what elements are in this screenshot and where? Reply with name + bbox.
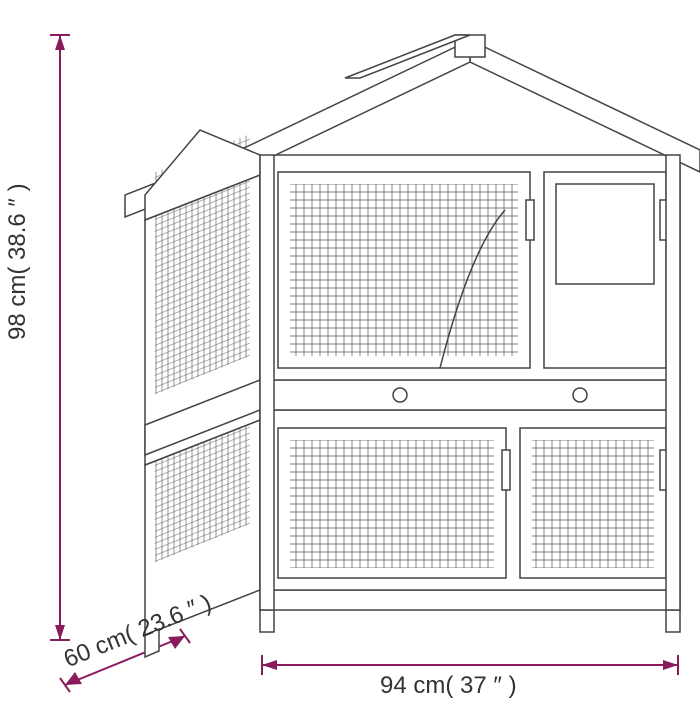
width-label: 94 cm( 37 ″ ) <box>380 672 517 700</box>
height-cm: 98 <box>4 313 31 340</box>
height-in: 38.6 <box>4 213 31 260</box>
width-in: 37 <box>460 672 487 699</box>
diagram-canvas <box>0 0 700 700</box>
product-hutch <box>125 35 700 657</box>
height-label: 98 cm( 38.6 ″ ) <box>4 183 32 340</box>
width-cm: 94 <box>380 672 407 699</box>
height-dimension <box>50 35 70 640</box>
